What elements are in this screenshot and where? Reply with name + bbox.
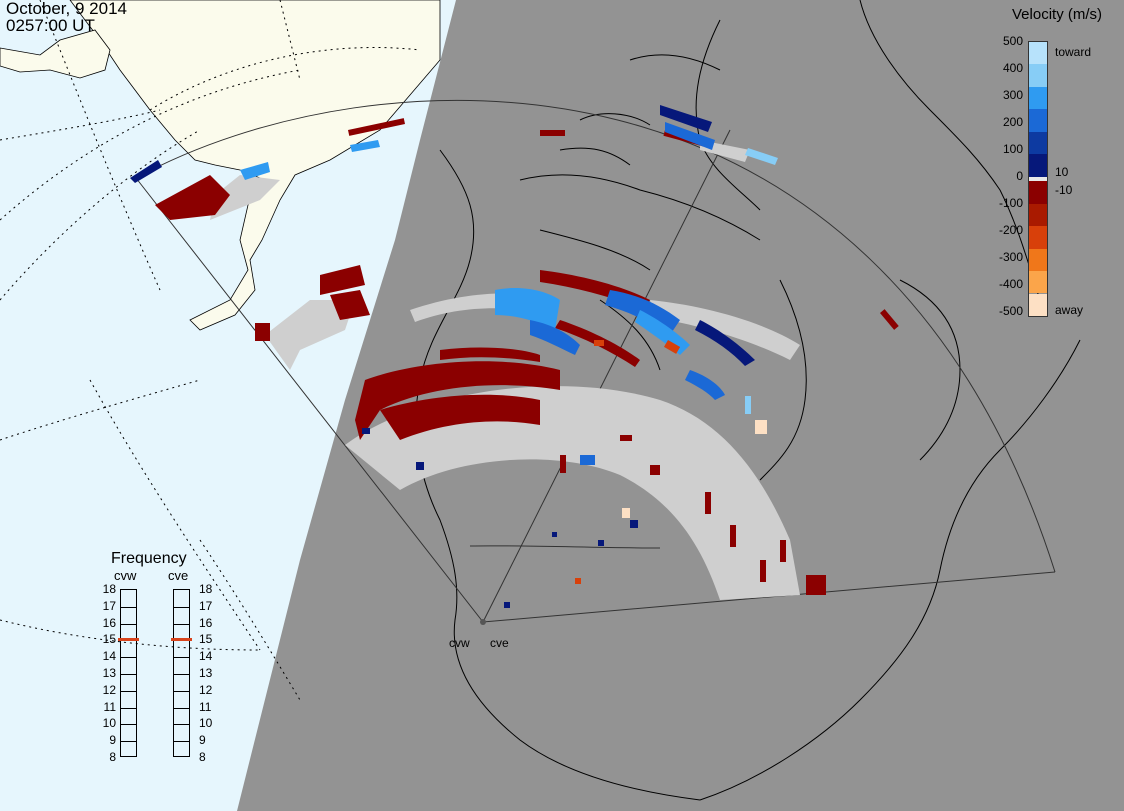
frequency-tick-left: 13 xyxy=(102,666,116,680)
frequency-tick-left: 15 xyxy=(102,632,116,647)
frequency-indicator-right xyxy=(171,637,192,641)
frequency-gridline xyxy=(121,690,136,692)
radar-label-west: cvw xyxy=(449,636,470,650)
land-siberia-day xyxy=(0,29,111,79)
frequency-gridline xyxy=(121,657,136,659)
frequency-gridline xyxy=(174,623,189,625)
velocity-colorbar-segment xyxy=(1029,176,1047,182)
frequency-gridline xyxy=(121,623,136,625)
frequency-gridline xyxy=(121,741,136,743)
frequency-tick-right: 17 xyxy=(199,598,213,613)
velocity-legend-title: Velocity (m/s) xyxy=(1012,6,1103,23)
velocity-colorbar-segment xyxy=(1029,131,1047,155)
velocity-colorbar-segment xyxy=(1029,293,1047,316)
velocity-colorbar-segment xyxy=(1029,203,1047,226)
land-alaska-day xyxy=(69,0,441,331)
frequency-title: Frequency xyxy=(111,550,187,567)
frequency-gridline xyxy=(121,674,136,675)
frequency-tick-right: 14 xyxy=(199,649,213,664)
frequency-tick-left: 9 xyxy=(109,733,116,748)
velocity-colorbar-segment xyxy=(1029,226,1047,249)
frequency-gridline xyxy=(121,606,136,608)
velocity-tick: 400 xyxy=(1002,61,1023,75)
frequency-gridline xyxy=(174,707,189,709)
date-label: October, 9 2014 xyxy=(6,0,127,18)
velocity-tick: 0 xyxy=(1016,169,1023,183)
frequency-gridline xyxy=(174,674,189,675)
frequency-gridline xyxy=(174,606,189,608)
velocity-toward-patches xyxy=(130,105,778,608)
frequency-tick-right: 18 xyxy=(199,582,213,596)
frequency-tick-left: 12 xyxy=(102,682,116,697)
time-label: 0257:00 UT xyxy=(6,16,95,35)
frequency-tick-right: 11 xyxy=(199,699,212,714)
velocity-tick: -500 xyxy=(998,304,1023,318)
frequency-tick-right: 15 xyxy=(199,632,213,647)
velocity-colorbar-segment xyxy=(1029,42,1047,65)
frequency-tick-left: 17 xyxy=(102,598,116,613)
map-grid xyxy=(0,0,421,701)
velocity-tick: -10 xyxy=(1055,183,1073,197)
velocity-tick: -400 xyxy=(998,277,1023,291)
velocity-tick: 10 xyxy=(1055,165,1069,179)
velocity-tick: 200 xyxy=(1002,115,1023,129)
frequency-column-left xyxy=(120,589,137,757)
frequency-tick-right: 9 xyxy=(199,733,206,748)
frequency-tick-right: 8 xyxy=(199,750,206,764)
frequency-tick-right: 10 xyxy=(199,716,213,731)
frequency-gridline xyxy=(174,741,189,743)
frequency-tick-left: 14 xyxy=(102,649,116,664)
frequency-left-label: cvw xyxy=(114,568,137,583)
frequency-gridline xyxy=(174,657,189,659)
velocity-tick: 100 xyxy=(1002,142,1023,156)
velocity-colorbar-segment xyxy=(1029,248,1047,271)
frequency-gridline xyxy=(174,690,189,692)
frequency-indicator-left xyxy=(118,637,139,641)
frequency-column-right xyxy=(173,589,190,757)
frequency-tick-right: 16 xyxy=(199,615,213,630)
frequency-tick-left: 16 xyxy=(102,615,116,630)
velocity-tick: -100 xyxy=(998,196,1023,210)
radar-site-marker xyxy=(480,619,486,625)
frequency-tick-left: 18 xyxy=(102,582,116,596)
frequency-tick-right: 12 xyxy=(199,682,213,697)
frequency-right-label: cve xyxy=(168,568,189,583)
frequency-tick-left: 8 xyxy=(109,750,116,764)
frequency-gridline xyxy=(121,640,136,642)
frequency-tick-left: 11 xyxy=(103,699,116,714)
velocity-colorbar-segment xyxy=(1029,64,1047,87)
night-side xyxy=(237,0,1124,811)
away-label: away xyxy=(1055,303,1084,317)
velocity-colorbar-segment xyxy=(1029,86,1047,110)
velocity-tick: 300 xyxy=(1002,88,1023,102)
frequency-gridline xyxy=(174,640,189,642)
frequency-gridline xyxy=(121,724,136,726)
velocity-fast-away-patches xyxy=(575,340,767,584)
toward-label: toward xyxy=(1055,45,1092,59)
velocity-colorbar-segment xyxy=(1029,154,1047,177)
velocity-tick: 500 xyxy=(1002,34,1023,48)
velocity-tick: -200 xyxy=(998,223,1023,237)
velocity-colorbar-segment xyxy=(1029,109,1047,132)
velocity-colorbar-segment xyxy=(1029,181,1047,204)
frequency-gridline xyxy=(174,724,189,726)
velocity-colorbar-segment xyxy=(1029,271,1047,294)
frequency-tick-right: 13 xyxy=(199,666,213,680)
velocity-away-patches xyxy=(155,118,899,595)
frequency-gridline xyxy=(121,707,136,709)
velocity-colorbar xyxy=(1028,41,1048,317)
velocity-tick: -300 xyxy=(998,250,1023,264)
frequency-tick-left: 10 xyxy=(102,716,116,731)
radar-label-east: cve xyxy=(490,636,509,650)
